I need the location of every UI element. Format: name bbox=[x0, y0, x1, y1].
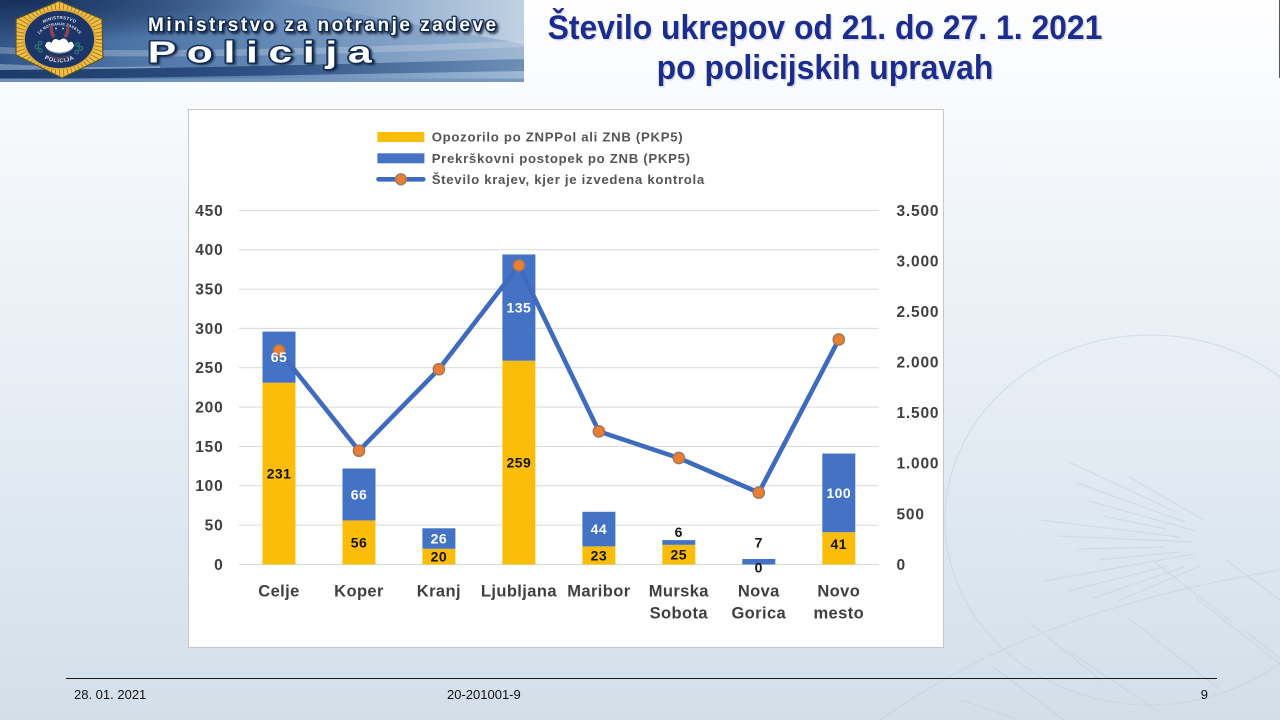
svg-text:400: 400 bbox=[195, 242, 223, 259]
svg-text:65: 65 bbox=[271, 349, 288, 365]
svg-text:500: 500 bbox=[897, 506, 925, 523]
svg-text:56: 56 bbox=[351, 535, 368, 551]
svg-text:41: 41 bbox=[831, 536, 848, 552]
svg-text:7: 7 bbox=[755, 535, 763, 551]
svg-text:2.000: 2.000 bbox=[897, 355, 940, 372]
svg-text:Maribor: Maribor bbox=[567, 583, 630, 601]
svg-text:1.000: 1.000 bbox=[897, 456, 940, 473]
svg-text:Koper: Koper bbox=[334, 583, 384, 601]
svg-text:Gorica: Gorica bbox=[731, 605, 786, 623]
svg-text:25: 25 bbox=[671, 547, 688, 563]
svg-text:100: 100 bbox=[195, 478, 223, 495]
svg-text:3.500: 3.500 bbox=[897, 203, 940, 220]
svg-text:Murska: Murska bbox=[649, 583, 710, 601]
svg-text:Ministrstvo za notranje zadeve: Ministrstvo za notranje zadeve bbox=[148, 15, 499, 36]
svg-text:259: 259 bbox=[506, 455, 531, 471]
svg-text:200: 200 bbox=[195, 400, 223, 417]
svg-text:23: 23 bbox=[591, 548, 608, 564]
svg-text:100: 100 bbox=[826, 485, 851, 501]
svg-text:66: 66 bbox=[351, 487, 368, 503]
svg-text:300: 300 bbox=[195, 321, 223, 338]
svg-text:0: 0 bbox=[214, 557, 223, 574]
svg-text:26: 26 bbox=[431, 531, 448, 547]
svg-text:Ljubljana: Ljubljana bbox=[481, 583, 557, 601]
svg-text:MINISTRSTVO: MINISTRSTVO bbox=[42, 15, 78, 24]
svg-text:1.500: 1.500 bbox=[897, 405, 940, 422]
svg-text:Število krajev, kjer je izvede: Število krajev, kjer je izvedena kontrol… bbox=[432, 172, 705, 187]
svg-text:2.500: 2.500 bbox=[897, 304, 940, 321]
svg-text:Prekrškovni postopek po ZNB (P: Prekrškovni postopek po ZNB (PKP5) bbox=[432, 151, 691, 166]
svg-text:Opozorilo po ZNPPol ali ZNB (P: Opozorilo po ZNPPol ali ZNB (PKP5) bbox=[432, 130, 684, 145]
svg-text:50: 50 bbox=[205, 518, 224, 535]
svg-text:Celje: Celje bbox=[258, 583, 299, 601]
svg-text:Sobota: Sobota bbox=[650, 605, 709, 623]
svg-text:250: 250 bbox=[195, 360, 223, 377]
svg-text:20: 20 bbox=[431, 549, 448, 565]
svg-text:mesto: mesto bbox=[813, 605, 864, 623]
svg-text:231: 231 bbox=[267, 466, 292, 482]
svg-text:6: 6 bbox=[675, 524, 683, 540]
svg-text:0: 0 bbox=[897, 557, 906, 574]
svg-text:3.000: 3.000 bbox=[897, 253, 940, 270]
svg-text:135: 135 bbox=[506, 300, 531, 316]
svg-text:350: 350 bbox=[195, 282, 223, 299]
svg-text:44: 44 bbox=[591, 521, 608, 537]
svg-text:450: 450 bbox=[195, 203, 223, 220]
svg-text:Policija: Policija bbox=[148, 35, 383, 70]
svg-text:Novo: Novo bbox=[817, 583, 860, 601]
svg-text:150: 150 bbox=[195, 439, 223, 456]
svg-text:0: 0 bbox=[755, 560, 763, 576]
svg-text:Kranj: Kranj bbox=[417, 583, 461, 601]
svg-text:Nova: Nova bbox=[738, 583, 780, 601]
